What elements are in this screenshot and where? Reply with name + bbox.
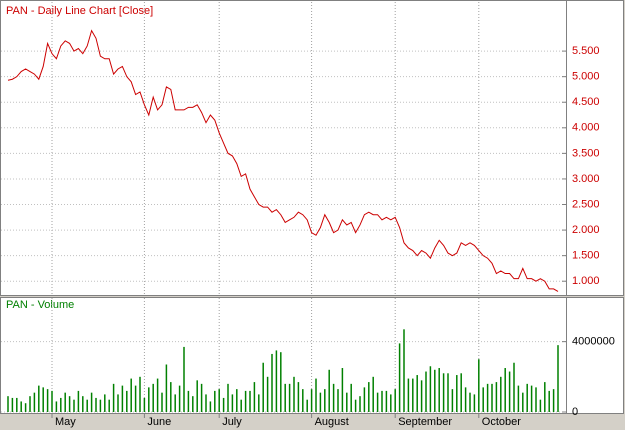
x-tick-label: October <box>482 416 521 428</box>
volume-title: PAN - Volume <box>6 299 74 311</box>
x-tick-label: August <box>315 416 349 428</box>
y-tick-label: 4000000 <box>572 336 615 348</box>
y-tick-label: 1.000 <box>572 275 600 287</box>
y-tick-label: 3.000 <box>572 173 600 185</box>
price-panel <box>0 0 624 296</box>
y-tick-label: 5.000 <box>572 71 600 83</box>
y-tick-label: 4.000 <box>572 122 600 134</box>
x-tick-label: May <box>55 416 76 428</box>
y-tick-label: 3.500 <box>572 147 600 159</box>
x-tick-label: June <box>147 416 171 428</box>
y-tick-label: 2.000 <box>572 224 600 236</box>
y-tick-label: 0 <box>572 406 578 418</box>
price-title: PAN - Daily Line Chart [Close] <box>6 5 153 17</box>
x-tick-label: September <box>398 416 452 428</box>
y-tick-label: 5.500 <box>572 45 600 57</box>
x-tick-label: July <box>222 416 242 428</box>
y-tick-label: 4.500 <box>572 96 600 108</box>
y-tick-label: 1.500 <box>572 250 600 262</box>
y-tick-label: 2.500 <box>572 198 600 210</box>
price-line <box>7 29 559 292</box>
